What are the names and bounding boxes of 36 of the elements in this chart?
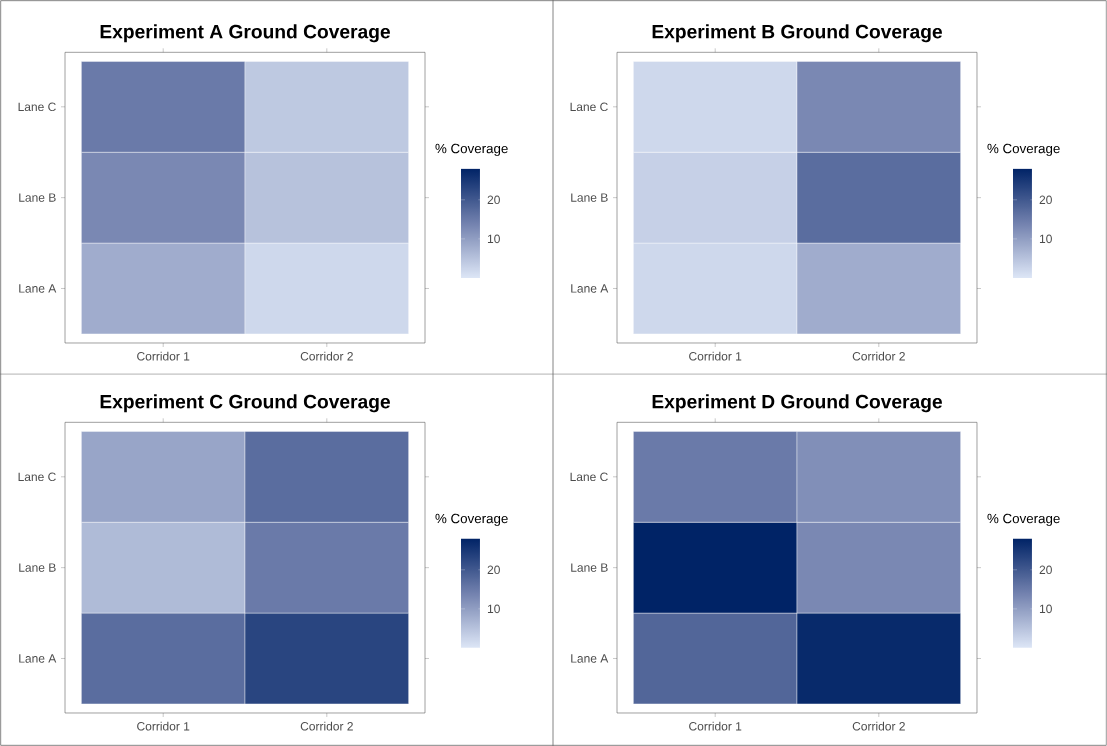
color-bar-label: 10: [487, 234, 500, 244]
color-bar-label: 10: [487, 604, 500, 614]
chart-title: Experiment A Ground Coverage: [100, 24, 390, 43]
y-tick-label: Lane A: [571, 654, 609, 663]
chart-title: Experiment D Ground Coverage: [652, 394, 942, 413]
y-tick-label: Lane A: [19, 654, 57, 663]
color-bar-title: % Coverage: [987, 513, 1060, 526]
y-tick-label: Lane C: [570, 102, 608, 112]
color-bar-label: 10: [1039, 234, 1052, 244]
y-tick-label: Lane C: [570, 472, 608, 482]
chart-title: Experiment B Ground Coverage: [652, 24, 942, 43]
color-bar-title: % Coverage: [435, 513, 508, 526]
x-tick-label: Corridor 2: [852, 721, 905, 731]
chart-title: Experiment C Ground Coverage: [100, 394, 390, 413]
y-tick-label: Lane A: [571, 284, 609, 293]
x-tick-label: Corridor 1: [137, 351, 190, 361]
x-tick-label: Corridor 2: [300, 721, 353, 731]
color-bar-label: 20: [487, 195, 500, 205]
color-bar-title: % Coverage: [987, 143, 1060, 156]
x-tick-label: Corridor 1: [689, 721, 742, 731]
color-bar-title: % Coverage: [435, 143, 508, 156]
y-tick-label: Lane B: [19, 193, 56, 202]
x-tick-label: Corridor 2: [300, 351, 353, 361]
x-tick-label: Corridor 1: [137, 721, 190, 731]
color-bar-label: 10: [1039, 604, 1052, 614]
y-tick-label: Lane B: [571, 193, 608, 202]
y-tick-label: Lane A: [19, 284, 57, 293]
y-tick-label: Lane C: [18, 472, 56, 482]
color-bar-label: 20: [487, 565, 500, 575]
color-bar-label: 20: [1039, 195, 1052, 205]
y-tick-label: Lane B: [571, 563, 608, 572]
y-tick-label: Lane C: [18, 102, 56, 112]
y-tick-label: Lane B: [19, 563, 56, 572]
x-tick-label: Corridor 2: [852, 351, 905, 361]
x-tick-label: Corridor 1: [689, 351, 742, 361]
color-bar-label: 20: [1039, 565, 1052, 575]
